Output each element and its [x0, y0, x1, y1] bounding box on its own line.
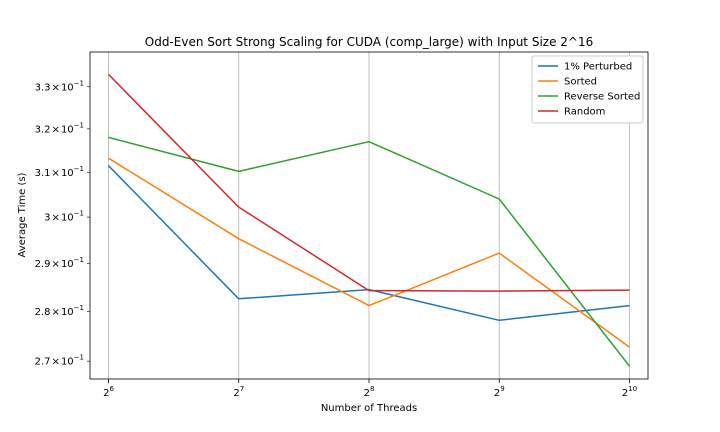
y-tick-mantissa: 3 [44, 213, 50, 224]
y-tick-mantissa: 2.8 [35, 307, 51, 318]
legend-label: Reverse Sorted [564, 92, 640, 103]
y-tick-exponent: −1 [74, 210, 84, 218]
x-tick-base: 2 [233, 388, 239, 399]
y-tick-mantissa: 3.3 [35, 82, 51, 93]
y-tick-label: 3.1×10−1 [35, 165, 84, 179]
y-tick-exponent: −1 [74, 121, 84, 129]
grid-lines [108, 52, 630, 379]
y-tick-times-sign: × [52, 259, 60, 270]
y-tick-label: 3.3×10−1 [35, 79, 84, 93]
x-tick-base: 2 [103, 388, 109, 399]
x-axis-ticks: 26 27 28 29 210 [103, 379, 637, 399]
x-tick-exponent: 8 [370, 385, 374, 393]
x-axis-label: Number of Threads [321, 403, 417, 414]
y-tick-label: 2.9×10−1 [35, 256, 84, 270]
x-tick-exponent: 6 [109, 385, 114, 393]
x-tick-base: 2 [364, 388, 370, 399]
series-line-1 [108, 157, 630, 348]
x-tick-label: 26 [103, 385, 114, 399]
y-tick-label: 2.7×10−1 [35, 354, 84, 368]
y-axis-ticks: 2.7×10−12.8×10−12.9×10−13×10−13.1×10−13.… [35, 79, 90, 368]
legend-label: Random [564, 107, 605, 118]
x-tick-exponent: 7 [240, 385, 244, 393]
x-tick-exponent: 10 [628, 385, 637, 393]
y-tick-exponent: −1 [74, 79, 84, 87]
x-tick-label: 28 [364, 385, 375, 399]
x-tick-label: 29 [494, 385, 505, 399]
legend: 1% Perturbed Sorted Reverse Sorted Random [531, 55, 644, 124]
y-tick-times-sign: × [52, 168, 60, 179]
x-tick-label: 27 [233, 385, 244, 399]
y-tick-label: 2.8×10−1 [35, 304, 84, 318]
y-tick-base: 10 [61, 213, 74, 224]
x-tick-exponent: 9 [500, 385, 504, 393]
y-tick-times-sign: × [52, 213, 60, 224]
y-tick-times-sign: × [52, 307, 60, 318]
legend-label: 1% Perturbed [564, 62, 632, 73]
y-tick-label: 3.2×10−1 [35, 121, 84, 135]
series-line-3 [107, 73, 630, 292]
y-tick-exponent: −1 [74, 304, 84, 312]
series-line-0 [107, 165, 630, 322]
y-tick-base: 10 [61, 124, 74, 135]
y-tick-mantissa: 3.1 [35, 168, 51, 179]
y-tick-times-sign: × [52, 357, 60, 368]
y-tick-base: 10 [61, 357, 74, 368]
y-axis-label: Average Time (s) [17, 172, 28, 257]
y-tick-exponent: −1 [74, 256, 84, 264]
x-tick-base: 2 [622, 388, 628, 399]
series-lines [107, 73, 631, 367]
x-tick-label: 210 [622, 385, 637, 399]
y-tick-label: 3×10−1 [44, 210, 84, 224]
chart-title: Odd-Even Sort Strong Scaling for CUDA (c… [145, 35, 593, 49]
series-line-2 [108, 136, 631, 367]
y-tick-exponent: −1 [74, 354, 84, 362]
y-tick-times-sign: × [52, 82, 60, 93]
x-tick-base: 2 [494, 388, 500, 399]
y-tick-mantissa: 3.2 [35, 124, 51, 135]
y-tick-base: 10 [61, 168, 74, 179]
y-tick-mantissa: 2.7 [35, 357, 51, 368]
y-tick-base: 10 [61, 82, 74, 93]
y-tick-times-sign: × [52, 124, 60, 135]
legend-box [531, 55, 644, 124]
y-tick-base: 10 [61, 307, 74, 318]
legend-label: Sorted [564, 77, 597, 88]
y-tick-mantissa: 2.9 [35, 259, 51, 270]
y-tick-exponent: −1 [74, 165, 84, 173]
y-tick-base: 10 [61, 259, 74, 270]
